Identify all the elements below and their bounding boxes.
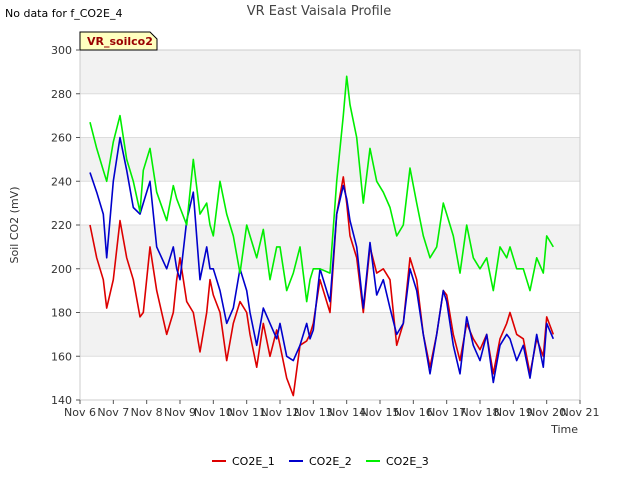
x-tick-label: Nov 13: [294, 406, 333, 419]
no-data-note: No data for f_CO2E_4: [5, 7, 123, 20]
series-line-co2e-3: [89, 75, 554, 303]
y-tick-label: 220: [51, 219, 72, 232]
legend-label: CO2E_3: [386, 455, 429, 468]
plot-background: [80, 50, 580, 400]
x-tick-label: Nov 16: [394, 406, 433, 419]
plot-band: [80, 50, 580, 94]
x-tick-label: Nov 14: [327, 406, 366, 419]
x-tick-label: Nov 17: [427, 406, 466, 419]
y-tick-label: 240: [51, 175, 72, 188]
x-axis-label: Time: [550, 423, 578, 436]
y-tick-label: 280: [51, 88, 72, 101]
x-tick-label: Nov 8: [131, 406, 163, 419]
x-tick-label: Nov 18: [461, 406, 500, 419]
y-tick-label: 200: [51, 263, 72, 276]
plot-band: [80, 312, 580, 357]
plot-band: [80, 356, 580, 400]
chart-title: VR East Vaisala Profile: [247, 4, 392, 19]
legend-label: CO2E_1: [232, 455, 275, 468]
x-tick-label: Nov 21: [561, 406, 600, 419]
legend-label: CO2E_2: [309, 455, 352, 468]
y-axis-label: Soil CO2 (mV): [8, 187, 21, 264]
x-tick-label: Nov 10: [194, 406, 233, 419]
y-tick-label: 160: [51, 350, 72, 363]
series-layer: [89, 75, 555, 397]
vr-soilco2-badge: VR_soilco2: [79, 31, 158, 51]
plot-band: [80, 93, 580, 138]
x-tick-label: Nov 7: [97, 406, 129, 419]
x-tick-label: Nov 19: [494, 406, 533, 419]
x-tick-label: Nov 9: [164, 406, 196, 419]
x-tick-label: Nov 12: [261, 406, 300, 419]
badge-box: [79, 31, 158, 51]
x-tick-label: Nov 6: [64, 406, 96, 419]
y-tick-label: 140: [51, 394, 72, 407]
y-axis-ticks: 140 160 180 200 220 240 260 280 300: [51, 44, 80, 407]
series-line-co2e-2: [89, 136, 555, 384]
x-tick-label: Nov 20: [527, 406, 566, 419]
plot-band: [80, 181, 580, 225]
plot-band: [80, 137, 580, 182]
y-tick-label: 180: [51, 307, 72, 320]
badge-label: VR_soilco2: [87, 35, 153, 48]
x-tick-label: Nov 11: [227, 406, 266, 419]
y-tick-label: 260: [51, 132, 72, 145]
x-tick-label: Nov 15: [361, 406, 400, 419]
y-tick-label: 300: [51, 44, 72, 57]
legend: CO2E_1 CO2E_2 CO2E_3: [212, 455, 429, 468]
